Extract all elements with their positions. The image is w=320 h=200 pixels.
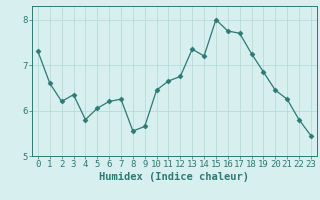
X-axis label: Humidex (Indice chaleur): Humidex (Indice chaleur) xyxy=(100,172,249,182)
